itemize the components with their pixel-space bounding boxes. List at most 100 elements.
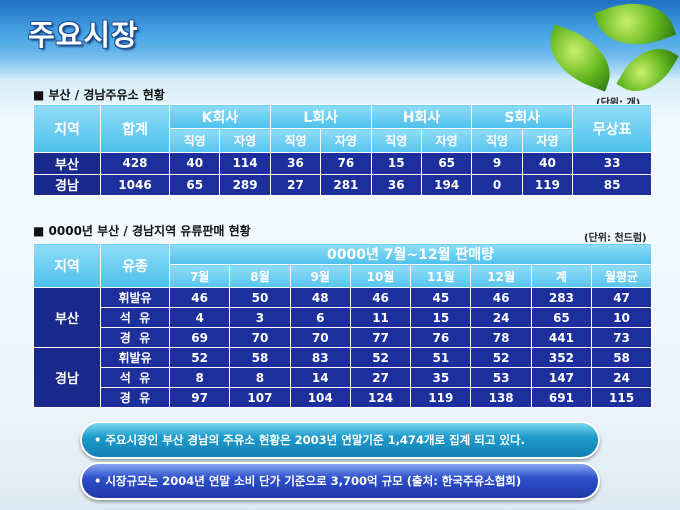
value-cell: 124 (349, 387, 412, 408)
value-cell: 138 (470, 387, 532, 408)
fuel-type-cell: 석 유 (100, 307, 170, 328)
value-cell: 119 (521, 173, 574, 196)
region-cell: 부산 (33, 152, 101, 175)
value-cell: 11 (349, 307, 412, 328)
value-cell: 46 (168, 287, 231, 308)
region-cell: 경남 (33, 347, 101, 408)
value-cell: 8 (229, 367, 291, 388)
header-row: 지역 합계 K회사 L회사 H회사 S회사 무상표 (33, 104, 652, 153)
value-cell: 52 (349, 347, 412, 368)
value-cell: 33 (572, 152, 652, 175)
value-cell: 24 (470, 307, 532, 328)
value-cell: 85 (572, 173, 652, 196)
station-table: 지역 합계 K회사 L회사 H회사 S회사 무상표 직영 자영 직영 자영 직영 자영 직영 자영 부산 428… (33, 104, 652, 196)
value-cell: 78 (470, 327, 532, 348)
value-cell: 58 (229, 347, 291, 368)
fuel-type-cell: 석 유 (100, 367, 170, 388)
value-cell: 281 (320, 173, 372, 196)
value-cell: 47 (591, 287, 652, 308)
col-month: 10월 (349, 264, 412, 288)
value-cell: 52 (470, 347, 532, 368)
page-title: 주요시장 (28, 18, 139, 52)
col-type: 유종 (100, 243, 170, 288)
value-cell: 114 (219, 152, 271, 175)
value-cell: 51 (410, 347, 472, 368)
value-cell: 283 (530, 287, 593, 308)
value-cell: 15 (410, 307, 472, 328)
table-row: 석 유 8 8 14 27 35 53 147 24 (34, 367, 652, 388)
value-cell: 14 (289, 367, 351, 388)
value-cell: 48 (289, 287, 351, 308)
value-cell: 83 (289, 347, 351, 368)
value-cell: 40 (521, 152, 574, 175)
col-direct: 직영 (269, 128, 322, 153)
table1-heading: ■ 부산 / 경남주유소 현황 (33, 88, 165, 102)
region-cell: 부산 (33, 287, 101, 348)
value-cell: 10 (591, 307, 652, 328)
value-cell: 6 (289, 307, 351, 328)
fuel-type-cell: 휘발유 (100, 347, 170, 368)
table-row: 부산 428 40 114 36 76 15 65 9 40 33 (33, 152, 652, 175)
table-row: 경남 1046 65 289 27 281 36 194 0 119 85 (33, 173, 652, 196)
col-company: L회사 (269, 104, 372, 129)
value-cell: 3 (229, 307, 291, 328)
table-row: 경 유 97 107 104 124 119 138 691 115 (34, 387, 652, 408)
value-cell: 76 (320, 152, 372, 175)
col-month: 월평균 (591, 264, 652, 288)
col-direct: 직영 (168, 128, 221, 153)
value-cell: 76 (410, 327, 472, 348)
table-row: 석 유 4 3 6 11 15 24 65 10 (34, 307, 652, 328)
value-cell: 24 (591, 367, 652, 388)
value-cell: 69 (168, 327, 231, 348)
value-cell: 46 (349, 287, 412, 308)
value-cell: 77 (349, 327, 412, 348)
value-cell: 36 (269, 152, 322, 175)
table2-heading: ■ 0000년 부산 / 경남지역 유류판매 현황 (33, 224, 251, 238)
value-cell: 1046 (100, 173, 170, 196)
col-total: 합계 (100, 104, 170, 153)
value-cell: 52 (168, 347, 231, 368)
value-cell: 70 (289, 327, 351, 348)
value-cell: 8 (168, 367, 231, 388)
col-month: 계 (530, 264, 593, 288)
col-unbranded: 무상표 (572, 104, 652, 153)
value-cell: 36 (370, 173, 422, 196)
value-cell: 691 (530, 387, 593, 408)
value-cell: 115 (591, 387, 652, 408)
value-cell: 97 (168, 387, 231, 408)
col-month: 12월 (470, 264, 532, 288)
col-month: 11월 (410, 264, 472, 288)
subheader-row: 7월 8월 9월 10월 11월 12월 계 월평균 (34, 264, 652, 288)
table-row: 경 유 69 70 70 77 76 78 441 73 (34, 327, 652, 348)
value-cell: 104 (289, 387, 351, 408)
col-direct: 직영 (370, 128, 422, 153)
col-dealer: 자영 (219, 128, 271, 153)
value-cell: 441 (530, 327, 593, 348)
value-cell: 35 (410, 367, 472, 388)
col-month: 8월 (229, 264, 291, 288)
table1-unit: (단위: 개) (596, 98, 641, 109)
col-direct: 직영 (471, 128, 523, 153)
value-cell: 65 (530, 307, 593, 328)
fuel-type-cell: 경 유 (100, 387, 170, 408)
col-period: 0000년 7월~12월 판매량 (169, 243, 652, 265)
col-month: 7월 (168, 264, 231, 288)
value-cell: 352 (530, 347, 593, 368)
col-region: 지역 (33, 104, 101, 153)
col-dealer: 자영 (320, 128, 372, 153)
sales-table: 지역 유종 0000년 7월~12월 판매량 7월 8월 9월 10월 11월 12월 계 월평균 부… (33, 243, 652, 408)
table-row: 부산 휘발유 46 50 48 46 45 46 283 47 (33, 287, 652, 348)
fuel-type-cell: 휘발유 (100, 287, 170, 308)
value-cell: 194 (420, 173, 473, 196)
value-cell: 27 (269, 173, 322, 196)
value-cell: 0 (471, 173, 523, 196)
fuel-type-cell: 경 유 (100, 327, 170, 348)
value-cell: 147 (530, 367, 593, 388)
col-dealer: 자영 (420, 128, 473, 153)
value-cell: 58 (591, 347, 652, 368)
table-row: 경남 휘발유 52 58 83 52 51 52 352 58 (33, 347, 652, 408)
value-cell: 73 (591, 327, 652, 348)
value-cell: 107 (229, 387, 291, 408)
col-company: S회사 (471, 104, 574, 129)
value-cell: 119 (410, 387, 472, 408)
